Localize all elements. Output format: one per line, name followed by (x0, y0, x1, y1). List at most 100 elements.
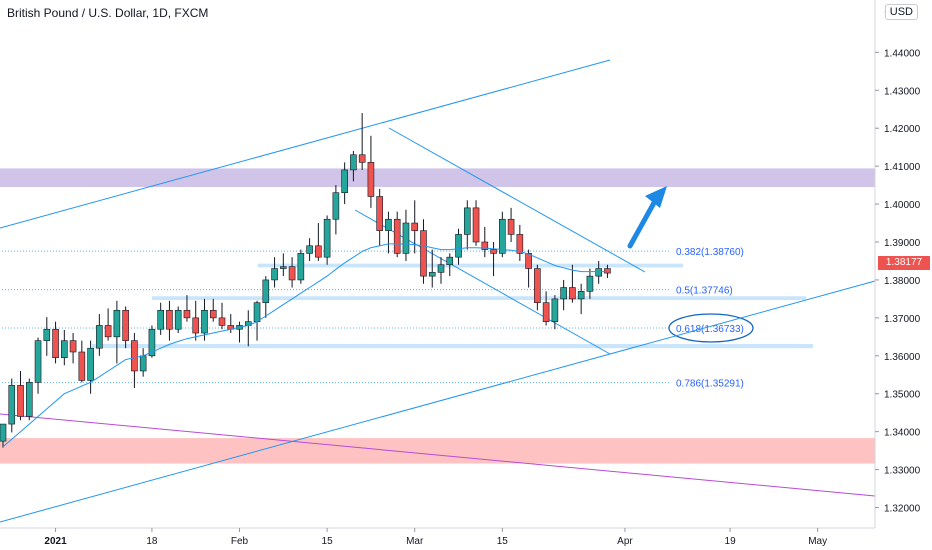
candle-up (43, 328, 51, 341)
moving-average-line (2, 243, 608, 448)
y-tick-label: 1.33000 (884, 466, 921, 477)
y-tick-label: 1.44000 (884, 48, 921, 59)
candle-up (577, 291, 585, 300)
candle-up (455, 234, 462, 258)
candle-down (104, 325, 112, 338)
candle-down (52, 328, 59, 358)
breakout-arrow-head (645, 186, 667, 208)
candle-up (201, 309, 208, 334)
x-tick-label: Mar (406, 536, 424, 547)
candle-up (25, 382, 33, 417)
x-tick-label: 19 (725, 536, 737, 547)
y-tick-label: 1.32000 (884, 504, 921, 515)
candle-up (341, 169, 348, 193)
candle-down (481, 241, 489, 250)
resistance-zone (0, 168, 875, 187)
y-tick-label: 1.35000 (884, 390, 921, 401)
candle-down (569, 287, 576, 300)
channel-upper-line (0, 59, 611, 229)
candle-up (297, 253, 305, 281)
sr-zone (258, 263, 683, 268)
candle-down (367, 162, 375, 197)
y-tick-label: 1.42000 (884, 124, 921, 135)
candle-down (376, 196, 383, 231)
candle-down (358, 154, 366, 163)
falling-wedge-lower-line (354, 209, 611, 355)
y-tick-label: 1.36000 (884, 352, 921, 363)
candle-up (262, 279, 270, 303)
candle-down (122, 309, 129, 341)
candle-down (525, 253, 532, 269)
candle-up (8, 385, 16, 425)
candle-up (0, 423, 7, 442)
candle-down (604, 268, 611, 274)
candle-down (420, 230, 427, 277)
y-tick-label: 1.43000 (884, 86, 921, 97)
fib-level-label: 0.618(1.36733) (676, 324, 744, 335)
candle-up (446, 256, 454, 266)
x-tick-label: Feb (231, 536, 249, 547)
candle-up (323, 218, 331, 258)
candle-up (595, 268, 602, 277)
support-zone (0, 438, 875, 464)
candle-down (17, 385, 24, 417)
candle-up (174, 309, 182, 330)
candle-up (332, 192, 340, 220)
candle-down (209, 309, 217, 319)
currency-button[interactable]: USD (884, 4, 918, 20)
candle-up (87, 347, 94, 381)
y-tick-label: 1.40000 (884, 200, 921, 211)
candle-up (499, 218, 506, 254)
x-tick-label: Apr (617, 536, 633, 547)
candle-down (288, 266, 296, 281)
candle-up (306, 245, 313, 254)
chart-title: British Pound / U.S. Dollar, 1D, FXCM (7, 6, 209, 20)
last-price-label: 1.38177 (878, 256, 930, 270)
candle-up (96, 325, 103, 349)
candle-down (490, 249, 497, 254)
candle-up (139, 355, 147, 372)
candle-up (463, 207, 471, 235)
y-tick-label: 1.34000 (884, 428, 921, 439)
candle-up (34, 340, 42, 383)
candle-down (192, 317, 200, 334)
zones-layer (0, 168, 875, 464)
candle-down (393, 218, 401, 254)
y-tick-label: 1.37000 (884, 314, 921, 325)
candle-up (560, 287, 567, 300)
fib-level-label: 0.5(1.37746) (676, 286, 733, 297)
channel-lower-line (0, 280, 876, 523)
candle-up (350, 154, 357, 171)
candle-down (534, 268, 541, 303)
candle-up (157, 309, 164, 330)
moving-average-layer (2, 243, 608, 448)
fibonacci-layer: 0.382(1.38760) 0.5(1.37746) 0.618(1.36733)… (2, 247, 754, 390)
candle-up (385, 218, 392, 231)
candle-up (113, 309, 121, 338)
candles-layer (0, 113, 611, 448)
candle-up (437, 264, 445, 273)
candle-up (551, 298, 559, 322)
y-tick-label: 1.41000 (884, 162, 921, 173)
candle-up (271, 268, 278, 281)
falling-wedge-upper-line (388, 127, 646, 273)
candle-down (507, 218, 515, 235)
candle-down (315, 245, 322, 258)
fib-level-label: 0.382(1.38760) (676, 247, 744, 258)
candle-up (402, 222, 410, 254)
sr-zone (92, 344, 813, 349)
long-downtrend-line (0, 413, 876, 497)
fib-level-label: 0.786(1.35291) (676, 379, 744, 390)
candle-down (78, 351, 86, 381)
candle-down (542, 302, 550, 322)
candle-down (131, 340, 138, 372)
candle-up (148, 328, 156, 357)
candle-up (61, 340, 68, 358)
candle-up (428, 272, 436, 277)
y-tick-label: 1.38000 (884, 276, 921, 287)
x-tick-label: 18 (146, 536, 158, 547)
candle-up (280, 266, 287, 269)
fib-highlight-ellipse (668, 313, 754, 343)
